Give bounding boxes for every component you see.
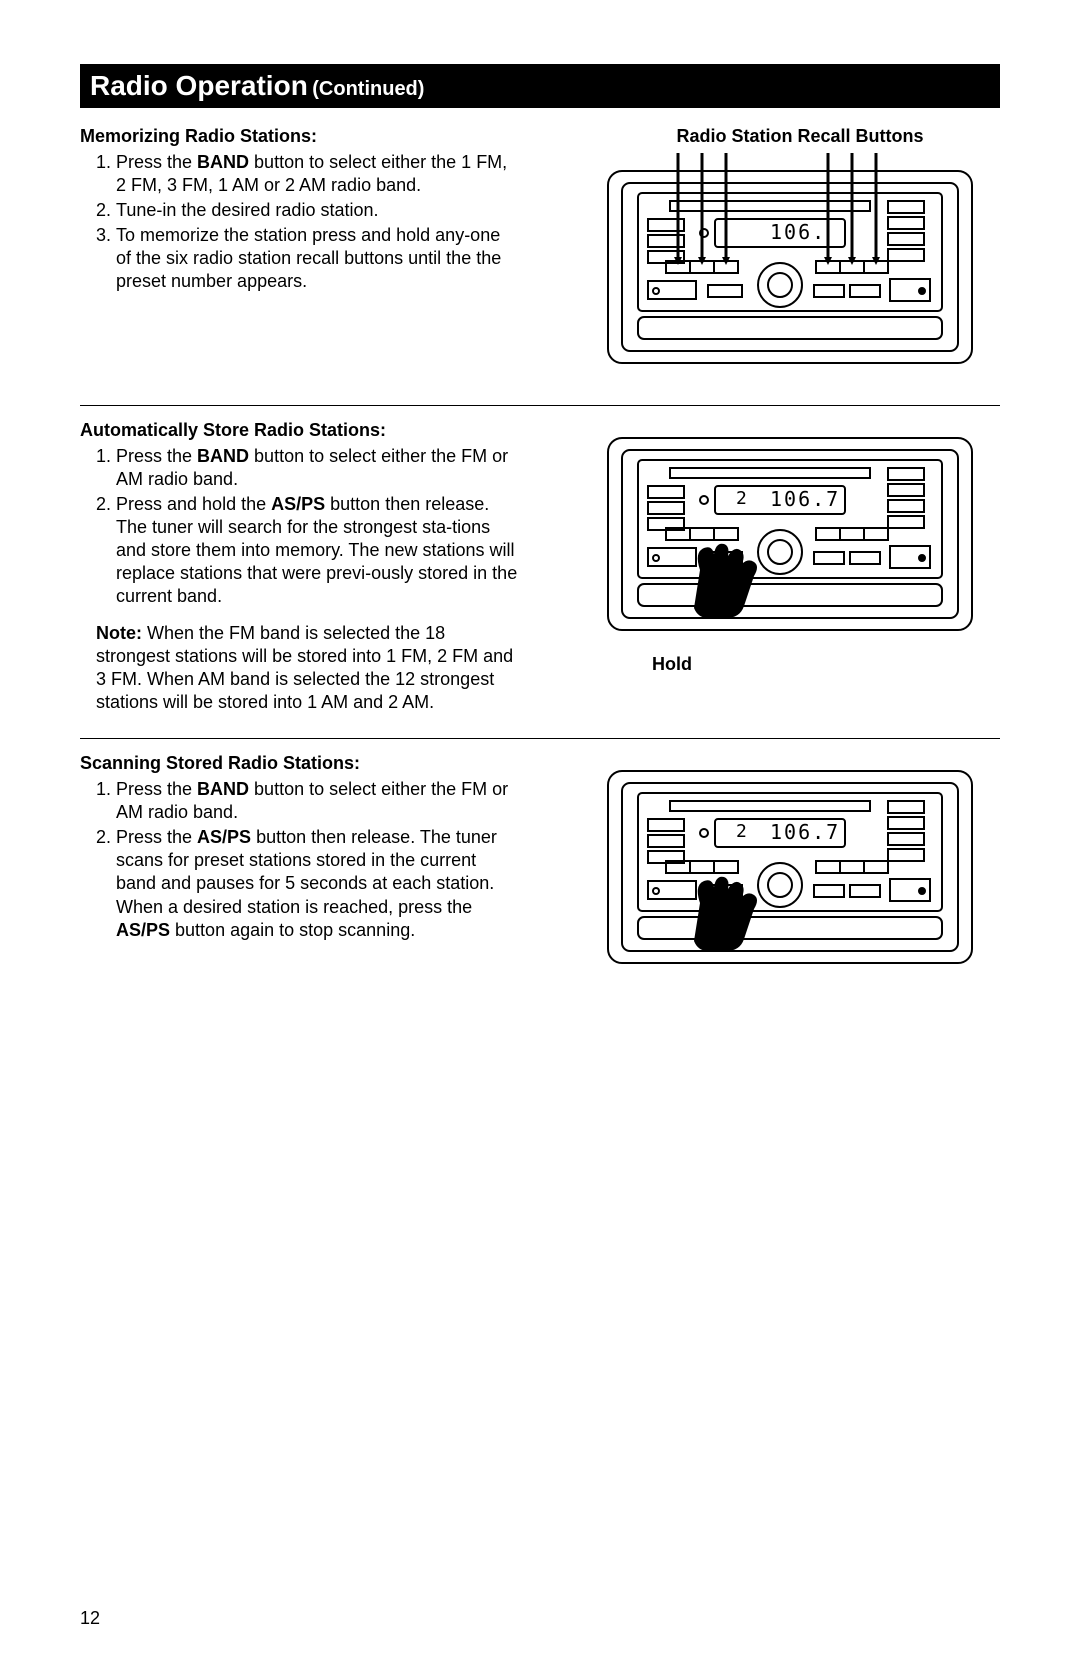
note-text: When the FM band is selected the 18 stro…: [96, 623, 513, 712]
list-item: Tune-in the desired radio station.: [116, 199, 520, 222]
svg-text:106.: 106.: [770, 220, 826, 244]
figure2-radio-diagram: 2 106.7: [600, 420, 1000, 648]
section1-list: Press the BAND button to select either t…: [80, 151, 520, 293]
page-number: 12: [80, 1608, 100, 1629]
section3-list: Press the BAND button to select either t…: [80, 778, 520, 941]
list-item: Press the AS/PS button then release. The…: [116, 826, 520, 941]
section2-list: Press the BAND button to select either t…: [80, 445, 520, 608]
section-scanning: Scanning Stored Radio Stations: Press th…: [80, 753, 1000, 999]
section2-title: Automatically Store Radio Stations:: [80, 420, 520, 441]
note-label: Note:: [96, 623, 142, 643]
page-header: Radio Operation (Continued): [80, 64, 1000, 108]
list-item: Press the BAND button to select either t…: [116, 778, 520, 824]
svg-text:106.7: 106.7: [770, 487, 840, 511]
header-main: Radio Operation: [90, 70, 308, 101]
section1-title: Memorizing Radio Stations:: [80, 126, 520, 147]
figure2-label: Hold: [600, 654, 1000, 675]
svg-text:2: 2: [736, 488, 747, 509]
list-item: Press the BAND button to select either t…: [116, 151, 520, 197]
header-sub: (Continued): [312, 78, 424, 100]
section-auto-store: Automatically Store Radio Stations: Pres…: [80, 420, 1000, 732]
figure1-title: Radio Station Recall Buttons: [600, 126, 1000, 147]
svg-text:2: 2: [736, 821, 747, 842]
section2-note: Note: When the FM band is selected the 1…: [80, 622, 520, 714]
figure3-radio-diagram: 2 106.7: [600, 753, 1000, 981]
section3-title: Scanning Stored Radio Stations:: [80, 753, 520, 774]
figure1-radio-diagram: 106.: [600, 153, 1000, 381]
list-item: Press the BAND button to select either t…: [116, 445, 520, 491]
divider-2: [80, 738, 1000, 739]
list-item: To memorize the station press and hold a…: [116, 224, 520, 293]
divider-1: [80, 405, 1000, 406]
list-item: Press and hold the AS/PS button then rel…: [116, 493, 520, 608]
svg-text:106.7: 106.7: [770, 820, 840, 844]
section-memorizing: Memorizing Radio Stations: Press the BAN…: [80, 126, 1000, 399]
